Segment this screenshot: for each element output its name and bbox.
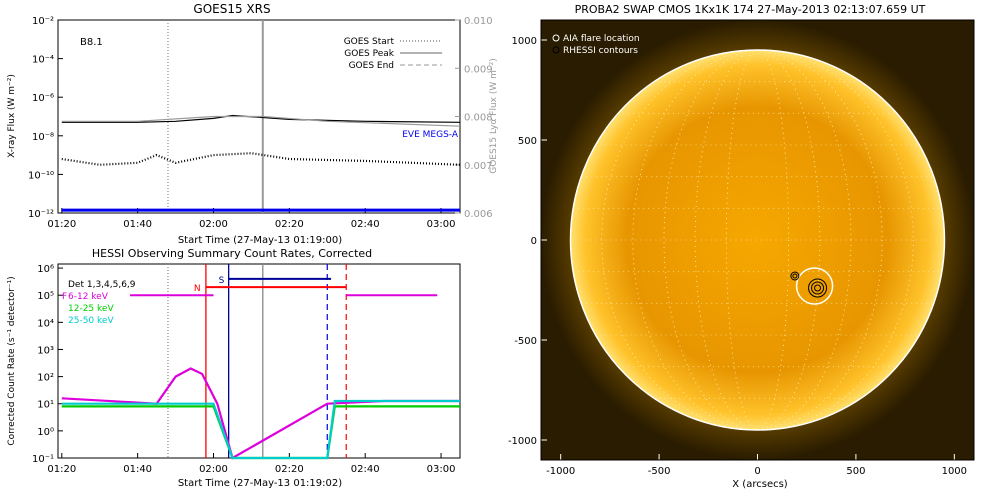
grid-longitude-line: [663, 49, 852, 431]
goes-annotation-eve: EVE MEGS-A: [402, 130, 459, 140]
hessi-x-tick-label: 02:20: [275, 464, 304, 475]
hessi-marks: 01:20 01:40 02:00 02:20 02:40 03:00 10⁶ 10⁵ 10⁴ 1…: [32, 264, 460, 475]
goes-xrs-panel: GOES15 XRS B8.1 X-ray Flux (W m⁻²) GOES1…: [7, 2, 499, 246]
swap-x-tick-label: 500: [846, 466, 865, 477]
rhessi-contour: [808, 278, 828, 298]
hessi-legend-6-12: 6-12 keV: [68, 292, 109, 302]
hessi-xlabel: Start Time (27-May-13 01:19:02): [178, 478, 342, 489]
swap-plot-frame: [540, 19, 975, 461]
goes-legend-peak: GOES Peak: [344, 49, 394, 59]
hessi-legend: Det 1,3,4,5,6,9 6-12 keV 12-25 keV 25-50…: [68, 280, 136, 326]
goes-legend: GOES Start GOES Peak GOES End: [344, 37, 442, 71]
goes-y-right-tick-label: 0.009: [464, 64, 493, 75]
sun-disk: [570, 50, 945, 430]
swap-y-tick-label: 1000: [512, 36, 537, 47]
hessi-flag-n-label: N: [194, 284, 201, 294]
solar-limb: [569, 49, 946, 431]
goes-y-right-tick-label: 0.010: [464, 16, 493, 27]
hessi-panel: HESSI Observing Summary Count Rates, Cor…: [7, 247, 461, 489]
hessi-x-tick-label: 03:00: [427, 464, 456, 475]
hessi-x-tick-label: 01:40: [123, 464, 152, 475]
rhessi-contour: [811, 281, 825, 295]
goes-y-tick-label: 10⁻¹²: [28, 209, 54, 220]
goes-ylabel-right: GOES15 Lyα Flux (W m⁻²): [489, 58, 499, 174]
hessi-flag-f-label: F: [62, 292, 67, 302]
hessi-y-tick-label: 10⁴: [37, 318, 54, 329]
swap-legend-aia-symbol: [552, 34, 560, 42]
hessi-series-2-line: [61, 399, 460, 460]
hessi-flag-s-label: S: [219, 276, 225, 286]
rhessi-contour: [792, 273, 798, 279]
hessi-legend-25-50: 25-50 keV: [68, 316, 114, 326]
hessi-series-0-line: [61, 367, 460, 460]
goes-y-tick-label: 10⁻⁶: [32, 93, 54, 104]
hessi-x-tick-label: 02:40: [351, 464, 380, 475]
swap-legend-aia: AIA flare location: [563, 34, 640, 44]
swap-x-tick-label: -500: [648, 466, 671, 477]
hessi-ylabel: Corrected Count Rate (s⁻¹ detector⁻¹): [7, 276, 17, 445]
goes-series-2-line: [61, 115, 461, 127]
hessi-plot-frame: [57, 263, 461, 459]
goes-marks: 01:20 01:40 02:00 02:20 02:40 03:00 10⁻² 10⁻⁴ 10…: [28, 16, 493, 230]
rhessi-contour: [790, 271, 800, 281]
swap-y-tick-label: 0: [531, 236, 537, 247]
goes-y-right-tick-label: 0.007: [464, 161, 493, 172]
goes-x-tick-label: 01:40: [123, 219, 152, 230]
goes-x-tick-label: 02:40: [351, 219, 380, 230]
hessi-chart-title: HESSI Observing Summary Count Rates, Cor…: [92, 247, 372, 260]
swap-y-tick-label: -1000: [508, 436, 537, 447]
hessi-series-1-line: [61, 405, 460, 460]
goes-ylabel: X-ray Flux (W m⁻²): [7, 74, 17, 158]
hessi-legend-header: Det 1,3,4,5,6,9: [68, 280, 136, 290]
hessi-y-tick-label: 10⁻¹: [32, 454, 54, 465]
goes-chart-title: GOES15 XRS: [193, 2, 270, 16]
goes-y-tick-label: 10⁻¹⁰: [28, 170, 54, 181]
goes-x-tick-label: 02:20: [275, 219, 304, 230]
goes-y-tick-label: 10⁻²: [32, 16, 54, 27]
goes-series-0-line: [61, 114, 461, 123]
goes-y-tick-label: 10⁻⁸: [32, 132, 54, 143]
swap-xlabel: X (arcsecs): [732, 479, 788, 490]
goes-y-right-tick-label: 0.008: [464, 113, 493, 124]
swap-y-tick-label: -500: [514, 336, 537, 347]
hessi-y-tick-label: 10⁶: [37, 264, 54, 275]
swap-legend-rhessi-symbol: [552, 46, 560, 54]
hessi-x-tick-label: 02:00: [199, 464, 228, 475]
grid-longitude-line: [601, 49, 914, 431]
swap-legend-rhessi: RHESSI contours: [563, 46, 638, 56]
swap-marks: [541, 39, 955, 460]
goes-x-tick-label: 02:00: [199, 219, 228, 230]
goes-x-tick-label: 03:00: [427, 219, 456, 230]
goes-class-label: B8.1: [80, 37, 103, 48]
hessi-y-tick-label: 10²: [37, 373, 54, 384]
swap-x-tick-label: 1000: [942, 466, 967, 477]
goes-y-tick-label: 10⁻⁴: [32, 55, 54, 66]
swap-legend: AIA flare location RHESSI contours: [552, 34, 640, 56]
hessi-y-tick-label: 10⁰: [37, 427, 54, 438]
swap-chart-title: PROBA2 SWAP CMOS 1Kx1K 174 27-May-2013 0…: [575, 3, 926, 16]
swap-x-tick-label: -1000: [546, 466, 575, 477]
goes-y-right-tick-label: 0.006: [464, 209, 493, 220]
hessi-x-tick-label: 01:20: [47, 464, 76, 475]
swap-image-panel: PROBA2 SWAP CMOS 1Kx1K 174 27-May-2013 0…: [508, 3, 975, 490]
goes-legend-start: GOES Start: [344, 37, 395, 47]
goes-legend-end: GOES End: [349, 61, 394, 71]
goes-series-1-line: [61, 152, 461, 166]
aia-flare-location-marker: [795, 267, 834, 305]
hessi-legend-12-25: 12-25 keV: [68, 304, 114, 314]
hessi-y-tick-label: 10⁵: [37, 291, 54, 302]
hessi-y-tick-label: 10³: [37, 345, 54, 356]
goes-xlabel: Start Time (27-May-13 01:19:00): [178, 235, 342, 246]
swap-x-tick-label: 0: [754, 466, 760, 477]
swap-y-tick-label: 500: [518, 136, 537, 147]
hessi-y-tick-label: 10¹: [37, 400, 54, 411]
goes-x-tick-label: 01:20: [47, 219, 76, 230]
rhessi-contour: [814, 284, 822, 292]
